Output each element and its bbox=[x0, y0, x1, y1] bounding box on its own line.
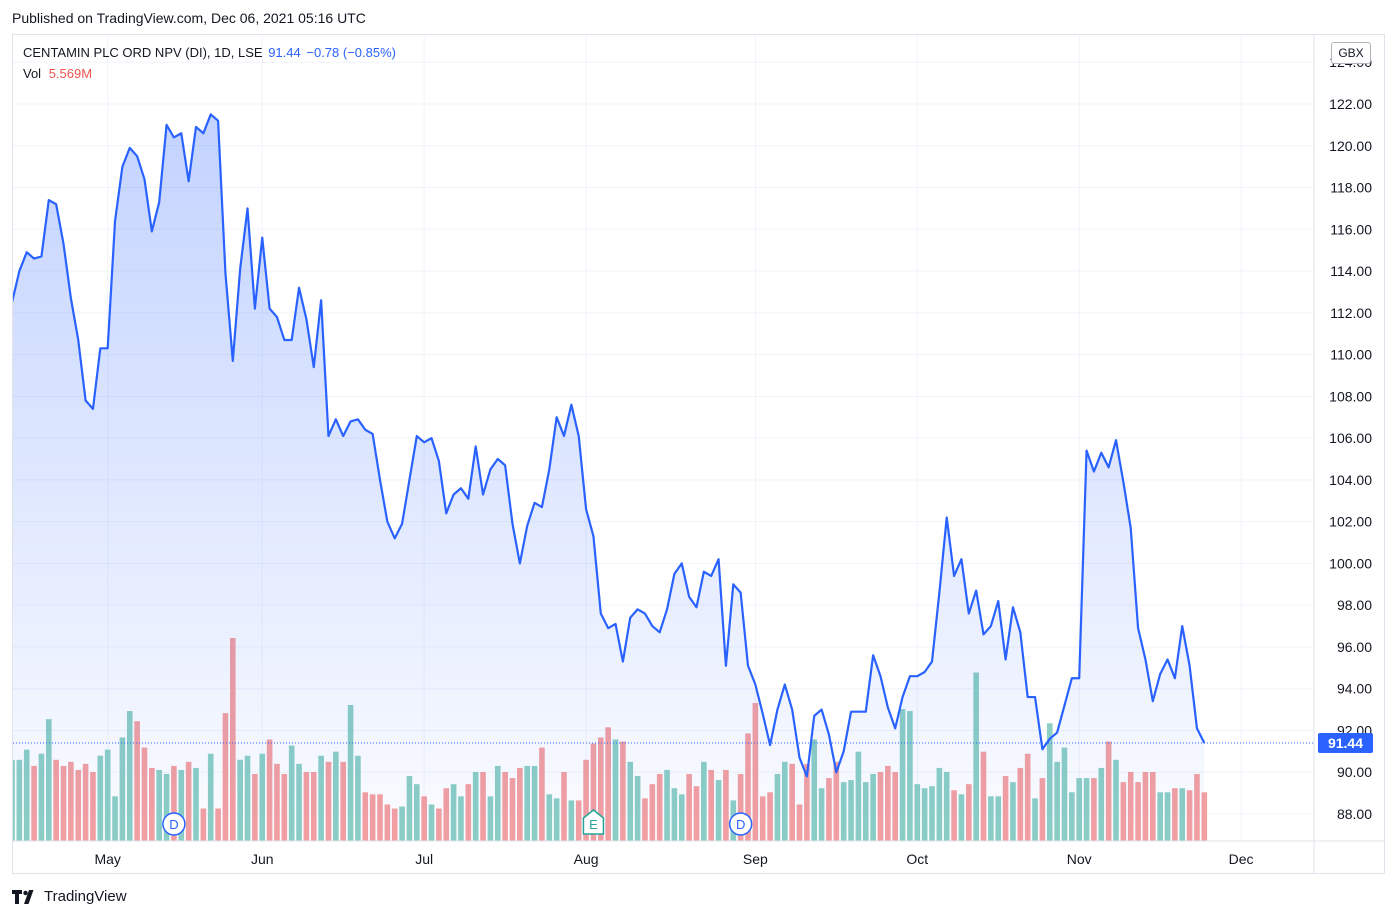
price-line[interactable] bbox=[12, 113, 1206, 778]
x-tick-label: Nov bbox=[1067, 851, 1092, 867]
y-tick-label: 106.00 bbox=[1329, 430, 1372, 446]
x-tick-label: Sep bbox=[743, 851, 768, 867]
y-tick-label: 112.00 bbox=[1330, 305, 1372, 321]
svg-text:91.44: 91.44 bbox=[1328, 735, 1363, 751]
chart-legend: CENTAMIN PLC ORD NPV (DI), 1D, LSE 91.44… bbox=[23, 45, 398, 81]
y-tick-label: 114.00 bbox=[1330, 263, 1372, 279]
legend-change: −0.78 (−0.85%) bbox=[306, 45, 396, 60]
y-tick-label: 120.00 bbox=[1329, 138, 1372, 154]
y-tick-label: 88.00 bbox=[1337, 806, 1372, 822]
y-tick-label: 104.00 bbox=[1329, 472, 1372, 488]
dividend-marker[interactable]: D bbox=[162, 812, 186, 836]
y-tick-label: 102.00 bbox=[1329, 514, 1372, 530]
x-tick-label: Oct bbox=[906, 851, 928, 867]
last-price-tag: 91.44 bbox=[1318, 733, 1373, 753]
svg-text:D: D bbox=[169, 817, 178, 832]
chart-frame bbox=[12, 34, 1385, 874]
price-area bbox=[13, 114, 1205, 841]
svg-text:D: D bbox=[736, 817, 745, 832]
x-tick-label: Jul bbox=[415, 851, 433, 867]
y-tick-label: 110.00 bbox=[1330, 347, 1372, 363]
footer-brand[interactable]: TradingView bbox=[12, 888, 127, 905]
published-note: Published on TradingView.com, Dec 06, 20… bbox=[12, 10, 366, 26]
y-tick-label: 118.00 bbox=[1330, 180, 1372, 196]
legend-last-price: 91.44 bbox=[268, 45, 301, 60]
legend-volume-label[interactable]: Vol bbox=[23, 66, 42, 81]
legend-volume-value: 5.569M bbox=[48, 66, 93, 81]
x-axis[interactable]: May Jun Jul Aug Sep Oct Nov Dec bbox=[94, 851, 1253, 867]
x-tick-label: Aug bbox=[574, 851, 599, 867]
volume-bar bbox=[1201, 792, 1208, 841]
tradingview-logo-icon bbox=[12, 889, 34, 904]
y-tick-label: 90.00 bbox=[1337, 764, 1372, 780]
currency-badge[interactable]: GBX bbox=[1331, 42, 1371, 64]
y-tick-label: 122.00 bbox=[1329, 96, 1372, 112]
dividend-marker[interactable]: D bbox=[728, 812, 753, 836]
legend-symbol[interactable]: CENTAMIN PLC ORD NPV (DI), 1D, LSE bbox=[23, 45, 263, 60]
x-tick-label: Jun bbox=[251, 851, 274, 867]
footer-brand-text: TradingView bbox=[44, 888, 127, 905]
x-tick-label: May bbox=[94, 851, 120, 867]
y-tick-label: 100.00 bbox=[1329, 555, 1372, 571]
y-tick-label: 108.00 bbox=[1329, 388, 1372, 404]
svg-text:E: E bbox=[589, 817, 598, 832]
y-tick-label: 98.00 bbox=[1337, 597, 1372, 613]
y-tick-label: 116.00 bbox=[1330, 221, 1372, 237]
y-tick-label: 94.00 bbox=[1337, 681, 1372, 697]
y-tick-label: 96.00 bbox=[1337, 639, 1372, 655]
y-axis[interactable]: 88.0090.0092.0094.0096.0098.00100.00102.… bbox=[1329, 54, 1372, 822]
earnings-marker[interactable]: E bbox=[582, 809, 605, 835]
x-tick-label: Dec bbox=[1229, 851, 1254, 867]
